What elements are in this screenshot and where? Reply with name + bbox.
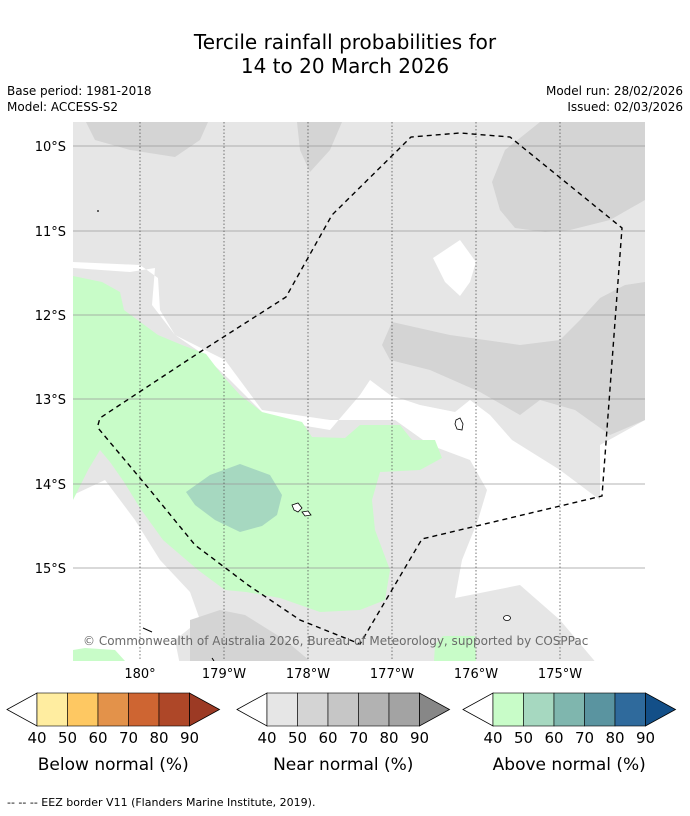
latitude-label: 11°S bbox=[35, 225, 66, 240]
colorbar-tick-label: 60 bbox=[318, 729, 337, 747]
longitude-label: 179°W bbox=[202, 667, 246, 682]
colorbar-label: Above normal (%) bbox=[493, 755, 646, 775]
copyright-text: © Commonwealth of Australia 2026, Bureau… bbox=[83, 634, 588, 648]
island-outline bbox=[301, 510, 312, 517]
colorbar-tick-label: 70 bbox=[575, 729, 594, 747]
colorbar-extend-high bbox=[645, 692, 677, 727]
colorbar-segment bbox=[584, 692, 616, 727]
colorbar-extend-low bbox=[462, 692, 494, 727]
island-outline bbox=[454, 417, 464, 431]
colorbar-tick-label: 40 bbox=[483, 729, 502, 747]
longitude-label: 177°W bbox=[370, 667, 414, 682]
island-outline bbox=[142, 627, 153, 633]
colorbar-above-normal: 40 50 60 70 80 90 Above normal (%) bbox=[462, 692, 677, 775]
island-outline bbox=[97, 210, 99, 212]
model-text: Model: ACCESS-S2 bbox=[7, 100, 119, 114]
colorbar-extend-high bbox=[189, 692, 221, 727]
colorbar-extend-high bbox=[419, 692, 451, 727]
base-period-text: Base period: 1981-2018 bbox=[7, 84, 152, 98]
white-area-southwest bbox=[73, 480, 200, 661]
near-normal-50-area bbox=[190, 610, 310, 661]
white-area-east bbox=[600, 425, 645, 500]
above-normal-40-area bbox=[73, 648, 125, 661]
longitude-label: 178°W bbox=[286, 667, 330, 682]
latitude-label: 12°S bbox=[35, 309, 66, 324]
island-outline bbox=[211, 657, 215, 661]
longitude-labels: 180° 179°W 178°W 177°W 176°W 175°W bbox=[124, 667, 582, 682]
model-run-text: Model run: 28/02/2026 bbox=[545, 84, 683, 98]
colorbar-tick-label: 90 bbox=[636, 729, 655, 747]
colorbar-segment bbox=[492, 692, 524, 727]
colorbar-tick-label: 50 bbox=[514, 729, 533, 747]
colorbar-label: Near normal (%) bbox=[273, 755, 413, 775]
colorbar-segment bbox=[36, 692, 68, 727]
colorbar-segment bbox=[388, 692, 420, 727]
latitude-labels: 10°S 11°S 12°S 13°S 14°S 15°S bbox=[35, 140, 66, 577]
longitude-label: 180° bbox=[124, 667, 155, 682]
eez-legend-note: -- -- -- EEZ border V11 (Flanders Marine… bbox=[7, 796, 316, 809]
latitude-label: 13°S bbox=[35, 393, 66, 408]
colorbar-tick-label: 80 bbox=[149, 729, 168, 747]
colorbar-segment bbox=[297, 692, 329, 727]
colorbar-tick-label: 60 bbox=[88, 729, 107, 747]
white-area-north-pocket bbox=[433, 240, 476, 296]
colorbar-segment bbox=[266, 692, 298, 727]
latitude-label: 10°S bbox=[35, 140, 66, 155]
near-normal-50-area bbox=[492, 122, 645, 232]
near-normal-50-area bbox=[86, 122, 208, 157]
above-normal-50-area bbox=[186, 464, 282, 532]
colorbar-segment bbox=[67, 692, 99, 727]
latitude-label: 15°S bbox=[35, 562, 66, 577]
colorbar-tick-label: 40 bbox=[257, 729, 276, 747]
meta-right: Model run: 28/02/2026 Issued: 02/03/2026 bbox=[546, 83, 683, 115]
colorbar-segment bbox=[327, 692, 359, 727]
issued-text: Issued: 02/03/2026 bbox=[567, 100, 683, 114]
colorbar-segment bbox=[553, 692, 585, 727]
island-outline bbox=[503, 615, 511, 621]
colorbar-tick-label: 40 bbox=[27, 729, 46, 747]
colorbar-tick-label: 80 bbox=[605, 729, 624, 747]
colorbar-tick-label: 50 bbox=[58, 729, 77, 747]
colorbar-segment bbox=[128, 692, 160, 727]
colorbar-segment bbox=[523, 692, 555, 727]
latitude-label: 14°S bbox=[35, 478, 66, 493]
colorbar-tick-label: 90 bbox=[180, 729, 199, 747]
colorbar-tick-label: 70 bbox=[119, 729, 138, 747]
above-normal-40-area bbox=[434, 636, 476, 661]
title-line-1: Tercile rainfall probabilities for bbox=[193, 30, 497, 54]
colorbar-segment bbox=[358, 692, 390, 727]
colorbar-extend-low bbox=[6, 692, 38, 727]
colorbar-below-normal: 40 50 60 70 80 90 Below normal (%) bbox=[6, 692, 221, 775]
map-title: Tercile rainfall probabilities for 14 to… bbox=[0, 30, 690, 78]
meta-left: Base period: 1981-2018 Model: ACCESS-S2 bbox=[7, 83, 152, 115]
colorbar-extend-low bbox=[236, 692, 268, 727]
probability-field: © Commonwealth of Australia 2026, Bureau… bbox=[73, 122, 645, 661]
above-normal-40-area bbox=[73, 276, 442, 612]
colorbar-segment bbox=[97, 692, 129, 727]
colorbar-tick-label: 90 bbox=[410, 729, 429, 747]
colorbar-tick-label: 50 bbox=[288, 729, 307, 747]
eez-border bbox=[97, 132, 623, 645]
colorbar-tick-label: 70 bbox=[349, 729, 368, 747]
colorbar-segment bbox=[614, 692, 646, 727]
colorbar-tick-label: 80 bbox=[379, 729, 398, 747]
near-normal-50-area bbox=[297, 122, 342, 172]
near-normal-50-area bbox=[382, 282, 645, 435]
longitude-label: 175°W bbox=[538, 667, 582, 682]
colorbar-tick-label: 60 bbox=[544, 729, 563, 747]
white-area-west bbox=[73, 262, 645, 661]
island-outline bbox=[291, 502, 303, 513]
colorbar-label: Below normal (%) bbox=[38, 755, 189, 775]
colorbars: 40 50 60 70 80 90 Below normal (%) 40 50 60 70 80 90… bbox=[6, 692, 677, 775]
title-line-2: 14 to 20 March 2026 bbox=[240, 54, 450, 78]
colorbar-near-normal: 40 50 60 70 80 90 Near normal (%) bbox=[236, 692, 451, 775]
colorbar-segment bbox=[158, 692, 190, 727]
longitude-label: 176°W bbox=[454, 667, 498, 682]
